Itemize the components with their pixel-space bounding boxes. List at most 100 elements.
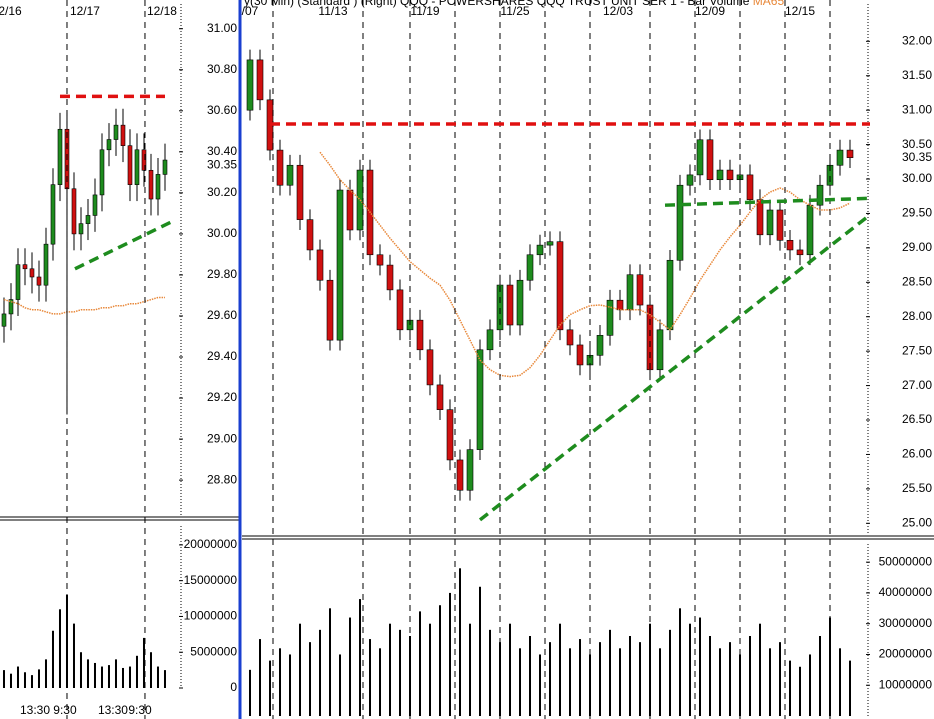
candle-body bbox=[15, 264, 21, 300]
volume-bar bbox=[549, 642, 551, 716]
volume-bar bbox=[619, 648, 621, 716]
candle-body bbox=[276, 149, 284, 186]
volume-bar bbox=[86, 659, 89, 688]
volume-bar bbox=[439, 605, 441, 716]
volume-bar bbox=[107, 665, 110, 688]
y-tick-label: 26.00 bbox=[902, 447, 932, 461]
y-tick-label: 30.00 bbox=[207, 226, 237, 240]
volume-bar bbox=[539, 654, 541, 716]
candle-body bbox=[22, 264, 28, 270]
volume-bar bbox=[409, 636, 411, 716]
candle-body bbox=[716, 169, 724, 181]
candle-body bbox=[506, 284, 514, 326]
y-tick-label: 10000000 bbox=[184, 609, 238, 623]
volume-bar bbox=[679, 608, 681, 716]
volume-bar bbox=[779, 642, 781, 716]
x-tick-label: /07 bbox=[242, 4, 259, 18]
volume-bar bbox=[121, 667, 124, 688]
y-tick-label: 29.50 bbox=[902, 206, 932, 220]
volume-bar bbox=[489, 629, 491, 716]
y-tick-label: 20000000 bbox=[879, 647, 933, 661]
candle-body bbox=[246, 59, 254, 111]
y-tick-label: 29.00 bbox=[207, 431, 237, 445]
x-tick-label: 12/17 bbox=[70, 4, 100, 18]
candle-body bbox=[416, 319, 424, 351]
volume-bar bbox=[379, 648, 381, 716]
y-tick-label: 5000000 bbox=[190, 644, 237, 658]
candle-body bbox=[36, 276, 42, 286]
candle-body bbox=[556, 241, 564, 331]
candle-body bbox=[696, 139, 704, 176]
x-tick-label: 12/03 bbox=[603, 4, 633, 18]
volume-bar bbox=[289, 654, 291, 716]
volume-bar bbox=[499, 642, 501, 716]
y-tick-label: 29.60 bbox=[207, 308, 237, 322]
candle-body bbox=[57, 128, 63, 185]
candle-body bbox=[606, 299, 614, 336]
candle-body bbox=[346, 189, 354, 231]
volume-bar bbox=[419, 611, 421, 716]
volume-bar bbox=[299, 623, 301, 716]
candle-body bbox=[486, 329, 494, 351]
candle-body bbox=[816, 184, 824, 206]
volume-bar bbox=[519, 648, 521, 716]
volume-bar bbox=[789, 660, 791, 716]
candle-body bbox=[466, 449, 474, 491]
candle-body bbox=[120, 124, 126, 146]
candle-body bbox=[496, 284, 504, 331]
y-tick-label: 29.20 bbox=[207, 390, 237, 404]
candle-body bbox=[646, 304, 654, 371]
volume-bar bbox=[2, 670, 5, 688]
candle-body bbox=[336, 189, 344, 341]
x-tick-label: 12/09 bbox=[695, 4, 725, 18]
candle-body bbox=[436, 384, 444, 410]
candle-body bbox=[256, 59, 264, 101]
candle-body bbox=[776, 209, 784, 241]
candle-body bbox=[127, 145, 133, 185]
volume-bar bbox=[30, 675, 33, 688]
candle-body bbox=[536, 244, 544, 256]
volume-bar bbox=[469, 623, 471, 716]
x-tick-label: 11/13 bbox=[318, 4, 347, 18]
volume-bar bbox=[114, 659, 117, 688]
time-tick-label: 13:30 bbox=[20, 703, 50, 717]
volume-bar bbox=[759, 623, 761, 716]
volume-bar bbox=[23, 672, 26, 688]
last-price-label: 30.35 bbox=[902, 150, 932, 164]
y-tick-label: 29.40 bbox=[207, 349, 237, 363]
volume-bar bbox=[449, 592, 451, 716]
volume-bar bbox=[9, 673, 12, 688]
volume-bar bbox=[569, 648, 571, 716]
volume-bar bbox=[79, 652, 82, 688]
time-tick-label: 9:30 bbox=[128, 703, 152, 717]
candle-body bbox=[316, 249, 324, 281]
volume-bar bbox=[709, 636, 711, 716]
candle-body bbox=[636, 274, 644, 306]
volume-bar bbox=[135, 655, 138, 688]
candle-body bbox=[626, 274, 634, 311]
candle-body bbox=[29, 268, 35, 278]
time-tick-label: 9:30 bbox=[53, 703, 77, 717]
candle-body bbox=[50, 184, 56, 245]
x-tick-label: 2/16 bbox=[0, 4, 22, 18]
volume-bar bbox=[849, 660, 851, 716]
volume-bar bbox=[429, 623, 431, 716]
volume-bar bbox=[669, 629, 671, 716]
candle-body bbox=[78, 223, 84, 235]
candle-body bbox=[806, 204, 814, 256]
candle-body bbox=[43, 243, 49, 286]
volume-bar bbox=[509, 623, 511, 716]
y-tick-label: 10000000 bbox=[879, 677, 933, 691]
volume-bar bbox=[339, 654, 341, 716]
volume-bar bbox=[72, 623, 75, 688]
candle-body bbox=[286, 164, 294, 186]
volume-bar bbox=[259, 639, 261, 716]
y-tick-label: 30.20 bbox=[207, 185, 237, 199]
plot-area bbox=[246, 49, 854, 501]
y-tick-label: 25.00 bbox=[902, 515, 932, 529]
candle-body bbox=[92, 194, 98, 216]
candle-body bbox=[162, 159, 168, 175]
candle-body bbox=[566, 329, 574, 346]
moving-average bbox=[3, 296, 165, 315]
